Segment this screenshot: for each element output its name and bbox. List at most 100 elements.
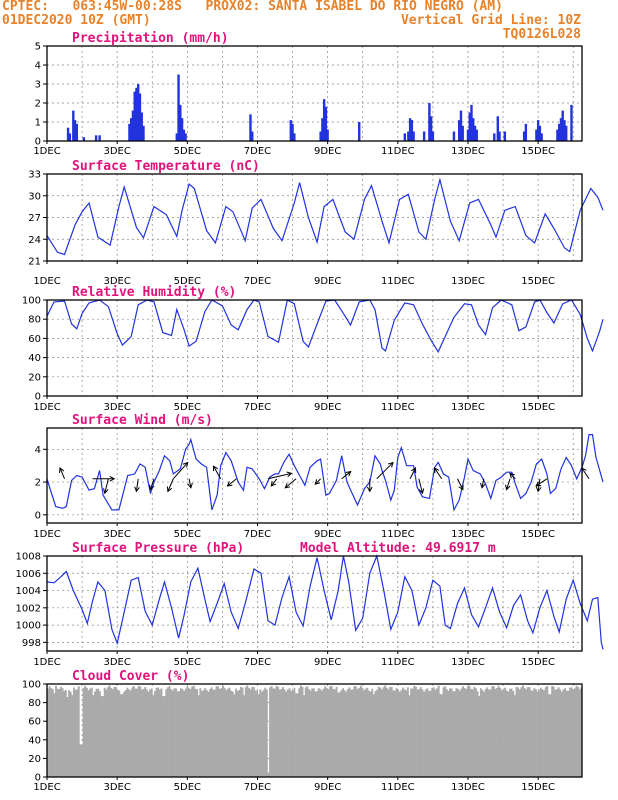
- panel-title: Surface Pressure (hPa): [72, 541, 244, 556]
- cloud-cover-bar: [222, 685, 225, 777]
- wind-arrow: [535, 478, 548, 487]
- y-tick-label: 0: [35, 510, 41, 521]
- panel-frame: [46, 683, 583, 778]
- precipitation-bar: [538, 125, 542, 141]
- cloud-cover-bar: [265, 689, 268, 777]
- cloud-cover-bar: [108, 685, 111, 777]
- cloud-cover-bar: [327, 689, 330, 777]
- cloud-cover-bar: [298, 688, 301, 777]
- cloud-cover-bar: [486, 687, 489, 777]
- cloud-cover-bar: [147, 691, 150, 777]
- precipitation-bar: [82, 137, 86, 141]
- cloud-cover-bar: [413, 685, 416, 777]
- cloud-cover-bar: [319, 688, 322, 777]
- cloud-cover-bar: [89, 688, 92, 777]
- cloud-cover-bar: [51, 689, 54, 777]
- cloud-cover-bar: [465, 689, 468, 777]
- y-tick-label: 60: [28, 334, 41, 345]
- cloud-cover-bar: [560, 691, 563, 777]
- wind-arrowhead: [388, 461, 394, 468]
- precipitation-bar: [559, 118, 563, 141]
- panel-frame: [46, 427, 583, 524]
- precipitation-bar: [180, 118, 184, 141]
- cloud-cover-bar: [333, 689, 336, 777]
- precipitation-bar: [94, 135, 98, 141]
- cloud-cover-bar: [376, 689, 379, 777]
- cloud-cover-bar: [565, 690, 568, 777]
- x-tick-label: 9DEC: [314, 657, 341, 668]
- wind-arrowhead: [433, 467, 440, 474]
- precipitation-bar: [410, 120, 414, 141]
- precipitation-bar: [422, 131, 426, 141]
- cloud-cover-bar: [317, 688, 320, 777]
- precipitation-bar: [319, 131, 322, 141]
- y-tick-label: 3: [35, 80, 41, 91]
- precipitation-bar: [322, 99, 326, 141]
- cloud-cover-bar: [171, 690, 174, 777]
- cloud-cover-bar: [543, 690, 546, 777]
- cloud-cover-bar: [423, 691, 426, 777]
- wind-arrowhead: [314, 479, 321, 485]
- cloud-cover-bar: [55, 685, 58, 777]
- cloud-cover-bar: [157, 687, 160, 777]
- cloud-cover-bar: [475, 688, 477, 777]
- precipitation-bar: [73, 120, 77, 141]
- cloud-cover-bar: [230, 690, 233, 777]
- cloud-cover-bar: [449, 688, 451, 777]
- x-tick-label: 5DEC: [174, 146, 201, 157]
- series-line: [46, 177, 604, 256]
- cloud-cover-bar: [470, 688, 473, 777]
- wind-arrow: [270, 478, 278, 487]
- x-tick-label: 11DEC: [381, 402, 415, 413]
- cloud-cover-bar: [251, 686, 254, 777]
- cloud-cover-bar: [520, 687, 523, 777]
- wind-arrowhead: [187, 482, 193, 489]
- cloud-cover-bar: [473, 686, 476, 777]
- wind-arrowhead: [182, 461, 189, 468]
- cloud-cover-bar: [149, 689, 152, 777]
- x-tick-label: 11DEC: [381, 146, 415, 157]
- cloud-cover-bar: [282, 687, 284, 777]
- x-tick-label: 3DEC: [103, 276, 130, 287]
- wind-arrow: [213, 465, 222, 480]
- cloud-cover-bar: [314, 691, 317, 777]
- cloud-cover-bar: [577, 686, 580, 777]
- cloud-cover-bar: [440, 694, 443, 777]
- cloud-cover-bar: [402, 687, 404, 777]
- cloud-cover-bar: [311, 688, 314, 777]
- wind-arrow: [457, 478, 464, 490]
- precipitation-bar: [524, 123, 528, 141]
- cloud-cover-bar: [113, 686, 116, 777]
- cloud-cover-bar: [252, 687, 255, 777]
- wind-arrowhead: [345, 470, 352, 477]
- cloud-cover-bar: [426, 688, 429, 777]
- cloud-cover-bar: [374, 691, 377, 777]
- cloud-cover-bar: [575, 685, 578, 777]
- precipitation-bar: [428, 103, 431, 141]
- cloud-cover-bar: [415, 686, 417, 777]
- cloud-cover-bar: [288, 688, 291, 777]
- wind-arrowhead: [509, 472, 515, 479]
- wind-arrowhead: [109, 475, 116, 482]
- cloud-cover-bar: [411, 688, 414, 777]
- cloud-cover-bar: [424, 689, 427, 777]
- header-grid-note: Vertical Grid Line: 10Z: [400, 13, 581, 28]
- model-altitude-annotation: Model Altitude: 49.6917 m: [300, 541, 496, 556]
- wind-arrow: [537, 478, 541, 492]
- wind-arrowhead: [535, 486, 542, 493]
- cloud-cover-bar: [64, 690, 67, 777]
- wind-arrowhead: [103, 488, 109, 495]
- cloud-cover-bar: [505, 690, 508, 777]
- cloud-cover-bar: [507, 691, 510, 777]
- cloud-cover-bar: [97, 688, 100, 777]
- cloud-cover-bar: [68, 690, 70, 777]
- cloud-cover-bar: [369, 691, 372, 777]
- wind-arrow: [376, 462, 394, 480]
- cloud-cover-bar: [256, 690, 259, 777]
- wind-arrow: [188, 478, 192, 488]
- cloud-cover-bar: [484, 688, 487, 777]
- cloud-cover-bar: [74, 689, 77, 777]
- precipitation-bar: [182, 129, 186, 141]
- cloud-cover-bar: [102, 696, 105, 777]
- cloud-cover-bar: [275, 685, 278, 777]
